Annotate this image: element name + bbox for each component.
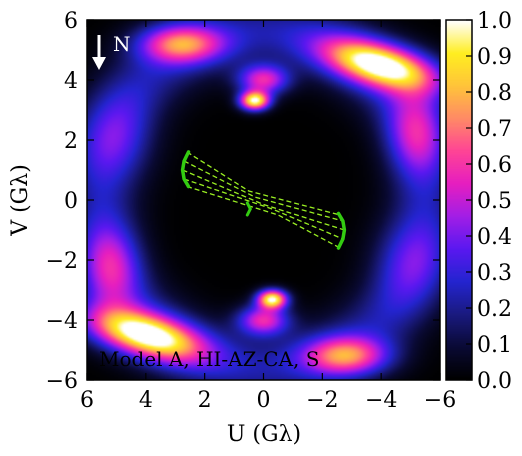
uv-arc-track — [180, 150, 191, 189]
y-tick-label: 6 — [64, 9, 78, 34]
y-tick-label: −2 — [46, 249, 78, 274]
colorbar-tick-label: 0.4 — [477, 225, 512, 250]
colorbar-tick-label: 0.6 — [477, 153, 512, 178]
x-axis-ticks: 6 4 2 0 −2 −4 −6 — [80, 20, 456, 413]
y-tick-label: 2 — [64, 129, 78, 154]
colorbar-tick-label: 0.3 — [477, 261, 512, 286]
y-tick-label: −4 — [46, 309, 78, 334]
colorbar: 1.0 0.9 0.8 0.7 0.6 0.5 0.4 0.3 0.2 0.1 0.0 — [445, 9, 512, 394]
y-tick-label: 0 — [64, 189, 78, 214]
uv-baseline-track — [182, 169, 345, 231]
y-axis-label: V (Gλ) — [8, 164, 33, 237]
x-tick-label: 0 — [257, 388, 271, 413]
uv-baseline-track — [186, 151, 341, 216]
uv-arc-track — [336, 211, 347, 250]
colorbar-tick-label: 1.0 — [477, 9, 512, 34]
y-tick-label: −6 — [46, 369, 78, 394]
model-label: Model A, HI-AZ-CA, S — [99, 347, 319, 371]
uv-baseline-track — [183, 160, 344, 222]
x-tick-label: 2 — [198, 388, 212, 413]
colorbar-tick-label: 0.5 — [477, 189, 512, 214]
x-axis-label: U (Gλ) — [227, 422, 301, 447]
colorbar-tick-label: 0.9 — [477, 45, 512, 70]
x-tick-label: −4 — [365, 388, 397, 413]
colorbar-tick-label: 0.8 — [477, 81, 512, 106]
north-arrow-head-icon — [92, 57, 106, 70]
north-label: N — [113, 32, 131, 56]
colorbar-tick-label: 0.7 — [477, 117, 512, 142]
uv-short-baseline-track — [245, 201, 252, 217]
x-tick-label: 6 — [80, 388, 94, 413]
x-tick-label: −6 — [424, 388, 456, 413]
x-tick-label: −2 — [306, 388, 338, 413]
north-arrow: N — [92, 32, 131, 70]
y-tick-label: 4 — [64, 69, 78, 94]
uv-coverage-tracks — [180, 150, 347, 250]
colorbar-tick-label: 0.0 — [477, 369, 512, 394]
x-tick-label: 4 — [139, 388, 153, 413]
y-axis-ticks: 6 4 2 0 −2 −4 −6 — [46, 9, 440, 394]
uv-baseline-track — [183, 178, 344, 240]
colorbar-tick-label: 0.2 — [477, 297, 512, 322]
colorbar-tick-label: 0.1 — [477, 333, 512, 358]
colorbar-ticks: 1.0 0.9 0.8 0.7 0.6 0.5 0.4 0.3 0.2 0.1 0.0 — [466, 9, 512, 394]
